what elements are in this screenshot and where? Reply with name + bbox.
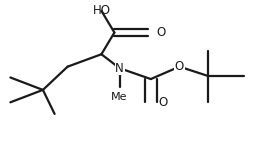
Text: O: O [159, 96, 168, 109]
Text: HO: HO [92, 4, 110, 17]
Text: N: N [115, 62, 124, 75]
Text: Me: Me [111, 92, 128, 102]
Text: O: O [157, 26, 166, 39]
Text: O: O [175, 60, 184, 73]
